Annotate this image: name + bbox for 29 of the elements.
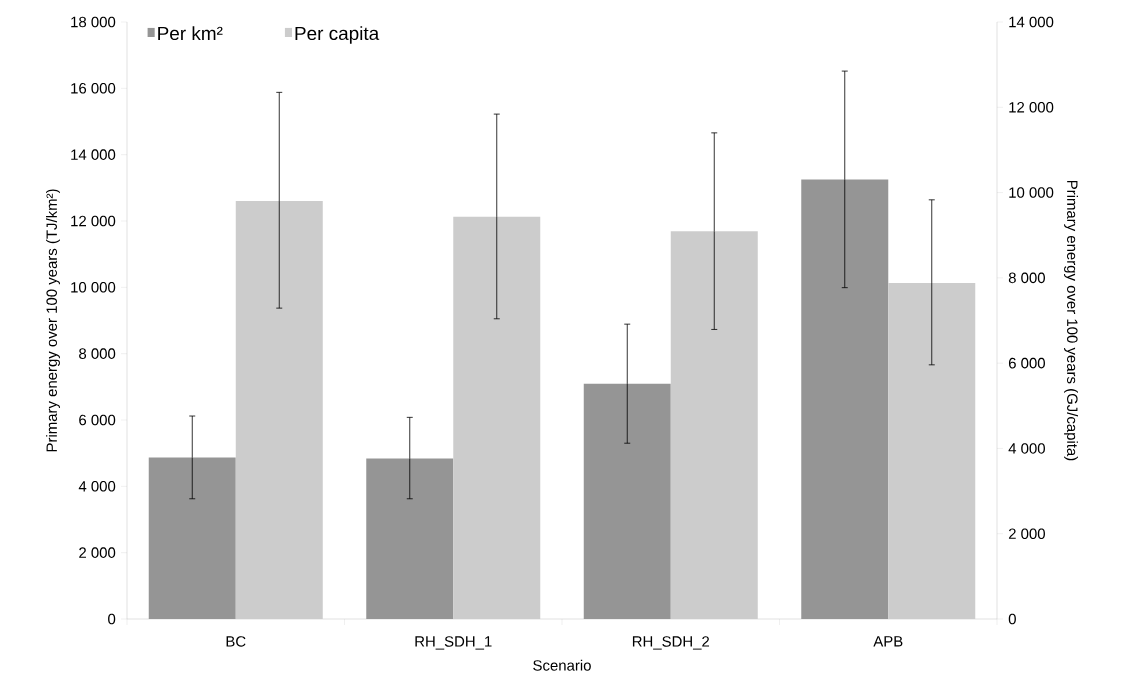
y2-axis-title: Primary energy over 100 years (GJ/capita) — [1064, 180, 1078, 461]
x-axis-title: Scenario — [533, 659, 591, 671]
y-tick-label: 14 000 — [71, 149, 116, 160]
y-tick-label: 0 — [108, 613, 116, 625]
y-tick-label: 18 000 — [71, 16, 116, 28]
legend-label: Per capita — [295, 26, 380, 44]
y2-tick-label: 4 000 — [1008, 443, 1045, 454]
y-tick-label: 16 000 — [71, 83, 116, 94]
x-tick-label: APB — [873, 636, 903, 647]
y-axis-title: Primary energy over 100 years (TJ/km²) — [46, 189, 60, 452]
y2-tick-label: 0 — [1008, 613, 1016, 625]
x-tick-label: RH_SDH_2 — [632, 636, 710, 650]
legend-label: Per km² — [158, 26, 223, 41]
bar — [235, 201, 323, 619]
y-tick-label: 4 000 — [78, 481, 116, 492]
y-tick-label: 6 000 — [79, 414, 116, 426]
y2-tick-label: 8 000 — [1008, 272, 1045, 284]
y-tick-label: 10 000 — [71, 282, 116, 293]
y-tick-label: 12 000 — [71, 215, 116, 227]
y-tick-label: 2 000 — [79, 547, 116, 558]
y2-tick-label: 12 000 — [1009, 101, 1054, 113]
bar — [453, 216, 541, 619]
y2-tick-label: 14 000 — [1009, 16, 1054, 28]
y2-tick-label: 6 000 — [1008, 357, 1045, 369]
y2-tick-label: 2 000 — [1008, 528, 1045, 539]
y2-tick-label: 10 000 — [1009, 187, 1054, 198]
x-tick-label: BC — [226, 636, 246, 647]
y-tick-label: 8 000 — [79, 348, 116, 359]
x-tick-label: RH_SDH_1 — [415, 636, 492, 650]
